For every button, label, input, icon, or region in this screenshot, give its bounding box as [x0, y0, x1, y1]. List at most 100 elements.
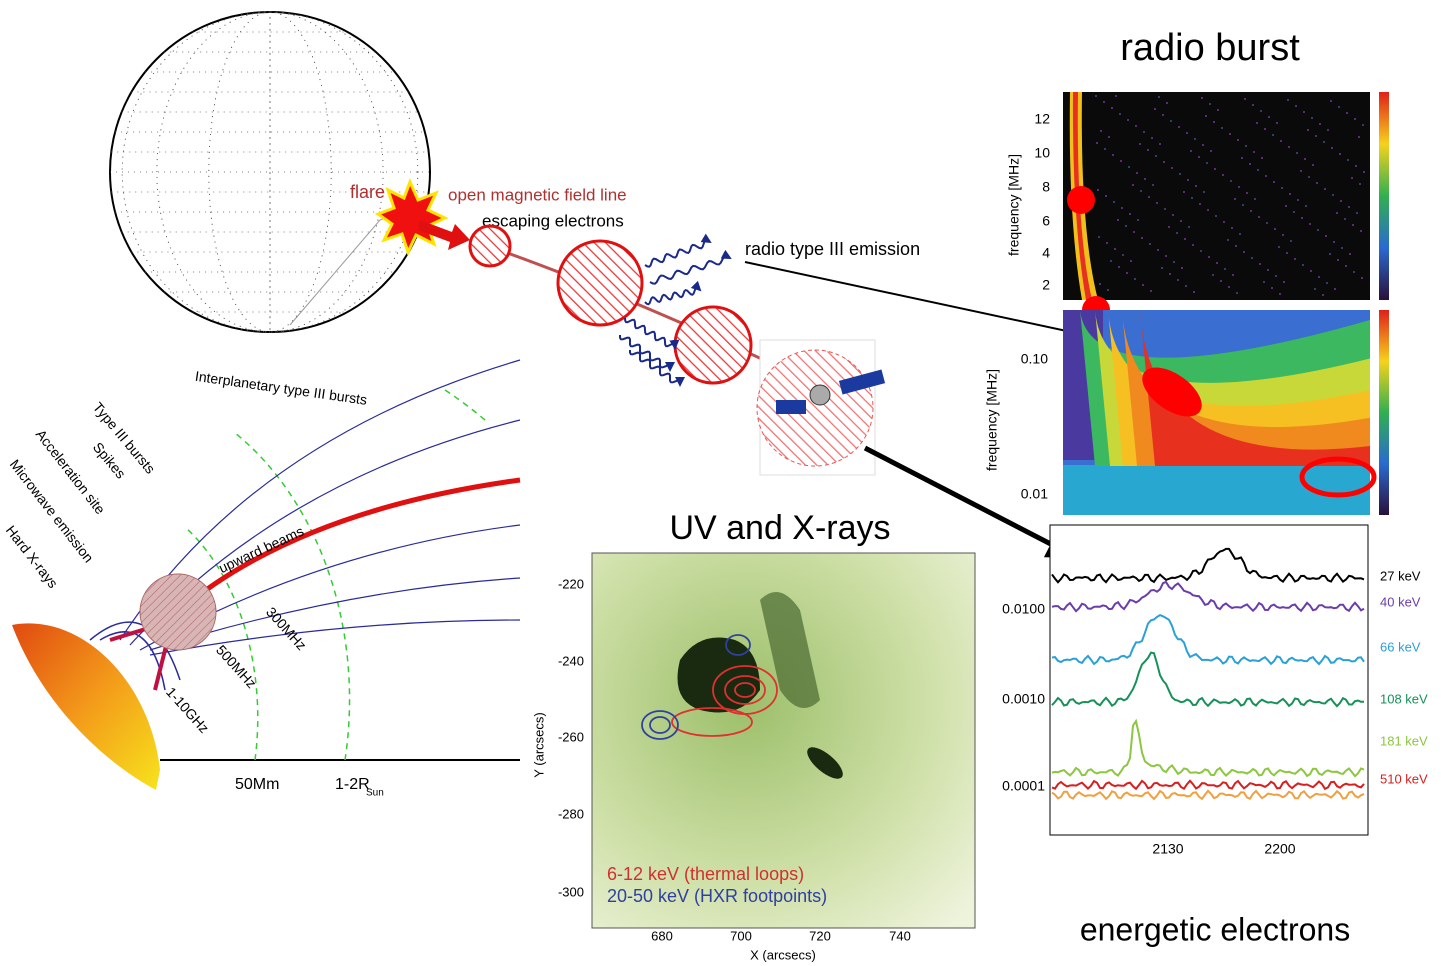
noise: [1198, 156, 1200, 158]
noise: [1150, 290, 1152, 292]
noise: [1336, 212, 1338, 214]
noise: [1257, 169, 1259, 171]
noise: [1356, 212, 1358, 214]
noise: [1194, 138, 1196, 140]
noise: [1207, 209, 1209, 211]
noise: [1289, 193, 1291, 195]
noise: [1188, 226, 1190, 228]
noise: [1239, 233, 1241, 235]
sketch-label: upward beams: [216, 523, 306, 576]
noise: [1287, 99, 1289, 101]
noise: [1136, 172, 1138, 174]
noise: [1324, 188, 1326, 190]
noise: [1165, 255, 1167, 257]
tick-label: -280: [558, 806, 584, 821]
noise: [1203, 191, 1205, 193]
noise: [1180, 220, 1182, 222]
noise: [1181, 267, 1183, 269]
tick-label: 8: [1042, 179, 1050, 195]
noise: [1210, 150, 1212, 152]
energy-label: 40 keV: [1380, 594, 1421, 609]
noise: [1120, 160, 1122, 162]
noise: [1113, 201, 1115, 203]
noise: [1185, 285, 1187, 287]
noise: [1195, 185, 1197, 187]
energy-label: 27 keV: [1380, 568, 1421, 583]
noise: [1141, 237, 1143, 239]
noise: [1237, 139, 1239, 141]
electrons-title: energetic electrons: [1080, 911, 1350, 947]
noise: [1158, 96, 1160, 98]
noise: [1130, 260, 1132, 262]
noise: [1137, 219, 1139, 221]
noise: [1147, 149, 1149, 151]
noise: [1139, 143, 1141, 145]
noise: [1201, 97, 1203, 99]
noise: [1209, 103, 1211, 105]
colorbar: [1379, 310, 1389, 515]
noise: [1282, 234, 1284, 236]
tick-label: 0.0010: [1002, 691, 1045, 707]
noise: [1100, 130, 1102, 132]
noise: [1317, 229, 1319, 231]
noise: [1149, 243, 1151, 245]
noise: [1155, 155, 1157, 157]
noise: [1315, 135, 1317, 137]
noise: [1249, 163, 1251, 165]
tick-label: 6: [1042, 213, 1050, 229]
radio-wave: [645, 288, 700, 305]
noise: [1349, 253, 1351, 255]
noise: [1297, 199, 1299, 201]
noise: [1280, 140, 1282, 142]
noise: [1285, 205, 1287, 207]
noise: [1222, 174, 1224, 176]
noise: [1353, 271, 1355, 273]
radio-wave: [650, 256, 730, 283]
noise: [1263, 281, 1265, 283]
noise: [1110, 260, 1112, 262]
noise: [1268, 116, 1270, 118]
frequency-level: [445, 390, 485, 420]
noise: [1275, 275, 1277, 277]
energy-label: 181 keV: [1380, 733, 1428, 748]
marker-dot: [1067, 186, 1095, 214]
noise: [1121, 207, 1123, 209]
noise: [1300, 170, 1302, 172]
tick-label: 740: [889, 928, 911, 943]
noise: [1242, 204, 1244, 206]
noise: [1337, 259, 1339, 261]
noise: [1095, 95, 1097, 97]
noise: [1246, 192, 1248, 194]
energy-label: 66 keV: [1380, 639, 1421, 654]
noise: [1215, 215, 1217, 217]
noise: [1114, 248, 1116, 250]
noise: [1213, 121, 1215, 123]
legend-label: 20-50 keV (HXR footpoints): [607, 886, 827, 906]
noise: [1264, 128, 1266, 130]
noise: [1344, 218, 1346, 220]
noise: [1140, 190, 1142, 192]
noise: [1177, 279, 1179, 281]
noise: [1266, 222, 1268, 224]
colorbar: [1379, 92, 1389, 300]
axis-label: X (arcsecs): [750, 947, 816, 962]
noise: [1154, 108, 1156, 110]
noise: [1345, 265, 1347, 267]
noise: [1122, 254, 1124, 256]
noise: [1173, 261, 1175, 263]
noise: [1232, 274, 1234, 276]
noise: [1330, 100, 1332, 102]
noise: [1276, 122, 1278, 124]
noise: [1143, 131, 1145, 133]
noise: [1172, 214, 1174, 216]
electron-beam-far: [757, 350, 873, 466]
noise: [1096, 142, 1098, 144]
noise: [1293, 211, 1295, 213]
noise: [1212, 274, 1214, 276]
noise: [1360, 230, 1362, 232]
noise: [1179, 173, 1181, 175]
noise: [1162, 114, 1164, 116]
noise: [1190, 150, 1192, 152]
noise: [1157, 249, 1159, 251]
noise: [1148, 196, 1150, 198]
